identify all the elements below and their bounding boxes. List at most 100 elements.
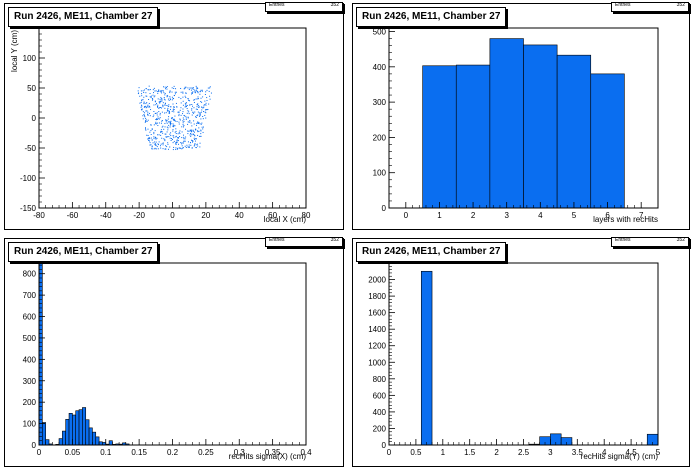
scatter-point <box>200 97 202 99</box>
scatter-point <box>190 135 192 137</box>
scatter-point <box>198 121 200 123</box>
scatter-point <box>171 87 173 89</box>
stats-label: Entries <box>269 2 285 8</box>
scatter-point <box>187 146 189 148</box>
scatter-point <box>147 114 149 116</box>
scatter-point <box>178 113 180 115</box>
y-tick-label: 0 <box>32 441 37 450</box>
scatter-point <box>202 126 204 128</box>
scatter-point <box>157 148 159 150</box>
scatter-point <box>187 123 189 125</box>
scatter-point <box>153 136 155 138</box>
scatter-point <box>157 98 159 100</box>
scatter-point <box>164 126 166 128</box>
scatter-point <box>165 136 167 138</box>
scatter-point <box>167 142 169 144</box>
scatter-point <box>158 144 160 146</box>
scatter-point <box>159 102 161 104</box>
scatter-point <box>199 115 201 117</box>
scatter-point <box>167 118 169 120</box>
scatter-point <box>205 112 207 114</box>
scatter-point <box>147 111 149 113</box>
y-tick-label: 100 <box>373 169 387 178</box>
scatter-point <box>194 144 196 146</box>
scatter-point <box>181 131 183 133</box>
scatter-point <box>175 136 177 138</box>
scatter-point <box>178 121 180 123</box>
scatter-point <box>167 143 169 145</box>
scatter-point <box>163 92 165 94</box>
scatter-point <box>167 105 169 107</box>
scatter-point <box>168 111 170 113</box>
x-tick-label: 3 <box>548 448 553 457</box>
scatter-point <box>140 109 142 111</box>
scatter-point <box>169 97 171 99</box>
histogram-bin <box>489 38 524 209</box>
scatter-point <box>141 95 143 97</box>
scatter-point <box>182 104 184 106</box>
scatter-point <box>169 137 171 139</box>
scatter-point <box>185 93 187 95</box>
chart-title: Run 2426, ME11, Chamber 27 <box>8 242 159 262</box>
scatter-point <box>191 114 193 116</box>
scatter-point <box>201 126 203 128</box>
scatter-point <box>201 106 203 108</box>
scatter-point <box>178 111 180 113</box>
scatter-point <box>172 126 174 128</box>
scatter-point <box>169 133 171 135</box>
scatter-point <box>189 104 191 106</box>
scatter-point <box>200 135 202 137</box>
scatter-point <box>192 140 194 142</box>
scatter-point <box>172 129 174 131</box>
scatter-point <box>160 91 162 93</box>
scatter-point <box>147 114 149 116</box>
scatter-point <box>166 119 168 121</box>
x-tick-label: -60 <box>67 211 79 220</box>
scatter-point <box>145 103 147 105</box>
scatter-point <box>195 98 197 100</box>
scatter-point <box>148 138 150 140</box>
scatter-point <box>173 124 175 126</box>
scatter-point <box>202 118 204 120</box>
scatter-point <box>154 112 156 114</box>
scatter-point <box>175 141 177 143</box>
scatter-point <box>199 91 201 93</box>
scatter-point <box>158 134 160 136</box>
x-tick-label: 4 <box>602 448 607 457</box>
scatter-point <box>152 98 154 100</box>
scatter-point <box>202 116 204 118</box>
scatter-point <box>174 131 176 133</box>
scatter-point <box>164 86 166 88</box>
scatter-point <box>182 100 184 102</box>
scatter-point <box>191 134 193 136</box>
scatter-point <box>152 142 154 144</box>
scatter-point <box>167 109 169 111</box>
scatter-point <box>193 107 195 109</box>
scatter-point <box>157 106 159 108</box>
scatter-point <box>145 88 147 90</box>
scatter-point <box>194 89 196 91</box>
scatter-point <box>148 137 150 139</box>
scatter-point <box>199 146 201 148</box>
scatter-point <box>174 120 176 122</box>
scatter-point <box>179 133 181 135</box>
scatter-point <box>152 116 154 118</box>
scatter-point <box>171 117 173 119</box>
scatter-point <box>196 104 198 106</box>
scatter-point <box>205 104 207 106</box>
scatter-point <box>184 103 186 105</box>
scatter-point <box>201 90 203 92</box>
scatter-point <box>182 120 184 122</box>
scatter-point <box>197 121 199 123</box>
scatter-point <box>159 112 161 114</box>
scatter-point <box>178 131 180 133</box>
scatter-point <box>169 122 171 124</box>
scatter-point <box>198 113 200 115</box>
scatter-point <box>157 91 159 93</box>
scatter-point <box>153 138 155 140</box>
scatter-point <box>184 145 186 147</box>
scatter-point <box>189 100 191 102</box>
scatter-point <box>174 125 176 127</box>
scatter-point <box>190 93 192 95</box>
scatter-point <box>143 102 145 104</box>
